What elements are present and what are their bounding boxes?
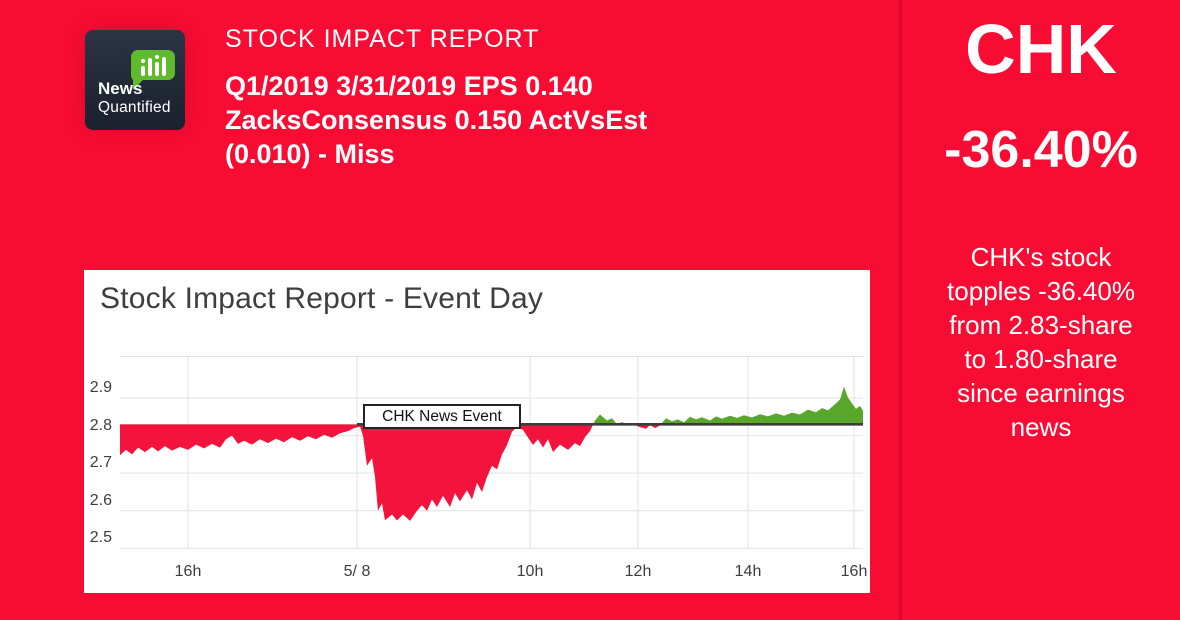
text-line: ZacksConsensus 0.150 ActVsEst: [225, 105, 648, 135]
chart-card: Stock Impact Report - Event Day 2.9 2.8 2.…: [84, 270, 870, 593]
chart-title: Stock Impact Report - Event Day: [100, 282, 544, 315]
stock-summary-text: CHK's stock topples -36.40% from 2.83-shar…: [902, 240, 1180, 444]
panel-divider: [899, 0, 902, 620]
text-line: to 1.80-share: [964, 344, 1118, 374]
price-area-chart: [120, 356, 863, 557]
ticker-symbol: CHK: [965, 10, 1117, 88]
news-event-annotation: CHK News Event: [363, 404, 521, 429]
bar-chart-speech-bubble-icon: [129, 48, 177, 97]
text-line: (0.010) - Miss: [225, 139, 395, 169]
text-line: since earnings: [957, 378, 1125, 408]
text-line: CHK's stock: [970, 242, 1112, 272]
earnings-subtitle: Q1/2019 3/31/2019 EPS 0.140 ZacksConsensu…: [225, 69, 865, 171]
y-axis-tick-label: 2.9: [89, 378, 112, 396]
logo-word-quantified: Quantified: [98, 99, 171, 116]
logo-wordmark: News Quantified: [98, 79, 171, 117]
ticker-panel: CHK -36.40% CHK's stock topples -36.40% fr…: [902, 0, 1180, 620]
x-axis-tick-label: 12h: [624, 563, 652, 580]
x-axis-tick-label: 10h: [516, 563, 544, 580]
x-axis-tick-label: 16h: [174, 563, 202, 580]
chart-plot-svg: [120, 356, 863, 549]
text-line: topples -36.40%: [947, 276, 1135, 306]
x-axis-tick-label: 14h: [734, 563, 762, 580]
x-axis-tick-label: 5/ 8: [343, 563, 371, 580]
text-line: from 2.83-share: [949, 310, 1133, 340]
y-axis-tick-label: 2.7: [89, 454, 112, 472]
news-quantified-logo: News Quantified: [85, 30, 185, 130]
y-axis-tick-label: 2.6: [89, 491, 112, 509]
y-axis-tick-label: 2.8: [89, 416, 112, 434]
report-title: STOCK IMPACT REPORT: [225, 25, 540, 53]
change-percent: -36.40%: [944, 121, 1138, 179]
text-line: news: [1010, 412, 1072, 442]
y-axis-tick-label: 2.5: [89, 529, 112, 547]
logo-word-news: News: [98, 79, 143, 98]
x-axis-tick-label: 16h: [840, 563, 868, 580]
header: STOCK IMPACT REPORT Q1/2019 3/31/2019 EP…: [225, 25, 865, 171]
text-line: Q1/2019 3/31/2019 EPS 0.140: [225, 71, 593, 101]
